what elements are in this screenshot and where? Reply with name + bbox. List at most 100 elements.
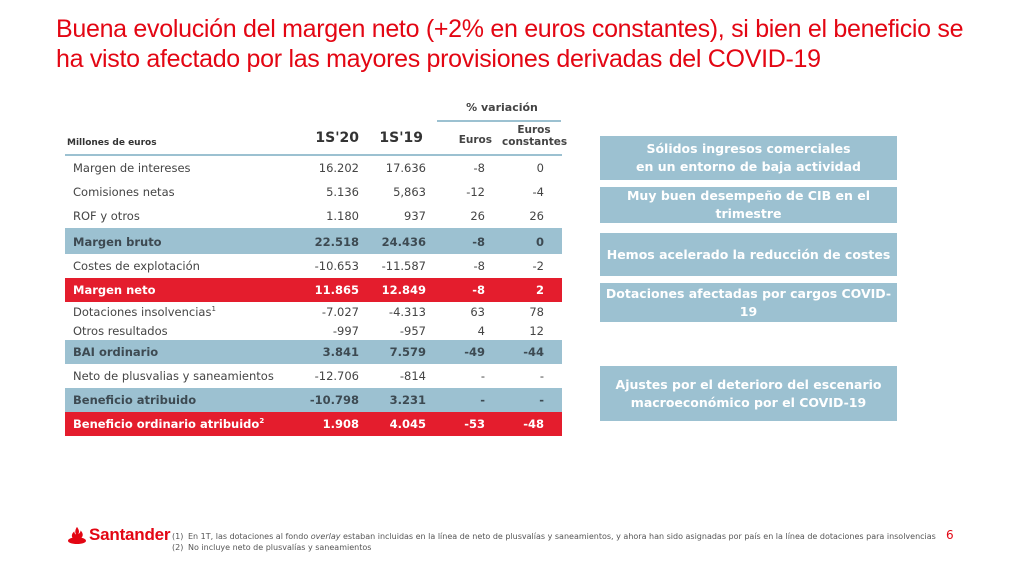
slide-title: Buena evolución del margen neto (+2% en … [56, 14, 996, 74]
footnote-2: (2) No incluye neto de plusvalías y sanea… [172, 542, 936, 553]
footnote-marker: 1 [211, 304, 216, 313]
highlight-text: Hemos acelerado la reducción de costes [607, 246, 891, 264]
value-1s20: -10.798 [310, 393, 359, 407]
row-label: Comisiones netas [73, 185, 175, 199]
variation-euros-constantes-text: 0 [536, 161, 544, 175]
value-1s20: 1.180 [326, 209, 359, 223]
table-header: % variación Millones de euros 1S'20 1S'1… [65, 96, 567, 154]
variation-euros-text: -8 [473, 259, 485, 273]
highlight-text: Ajustes por el deterioro del escenario ma… [616, 376, 882, 412]
row-label-text: Comisiones netas [73, 185, 175, 199]
table-row: Dotaciones insolvencias1 -7.027 -4.313 63 78 [65, 302, 562, 321]
value-1s20: 5.136 [326, 185, 359, 199]
table-body: Margen de intereses 16.202 17.636 -8 0 Comisi… [65, 156, 562, 436]
highlight-line: Muy buen desempeño de CIB en el trimestr… [626, 188, 871, 221]
value-1s20: -997 [333, 324, 359, 338]
column-header-1s19: 1S'19 [379, 130, 423, 146]
value-1s20: -12.706 [315, 369, 359, 383]
value-1s20: 16.202 [319, 161, 359, 175]
variation-euros-constantes: 2 [536, 283, 544, 297]
value-1s20-text: 3.841 [322, 345, 359, 359]
footnote-marker: 2 [259, 417, 265, 426]
row-label: Neto de plusvalias y saneamientos [73, 369, 274, 383]
value-1s19-text: -4.313 [388, 304, 426, 319]
variation-euros: -49 [464, 345, 485, 359]
row-label-text: Margen bruto [73, 235, 162, 249]
variation-euros-text: - [480, 369, 485, 383]
highlight-text: Dotaciones afectadas por cargos COVID-19 [600, 285, 897, 321]
row-label: Costes de explotación [73, 259, 200, 273]
variation-header: % variación [466, 101, 538, 114]
highlight-cib-performance: Muy buen desempeño de CIB en el trimestr… [600, 187, 897, 223]
value-1s20-text: -7.027 [321, 304, 359, 319]
row-label: Beneficio ordinario atribuido2 [73, 417, 264, 431]
row-label: Margen bruto [73, 235, 162, 249]
value-1s19: 17.636 [386, 161, 426, 175]
variation-euros: -53 [464, 417, 485, 431]
row-label-text: ROF y otros [73, 209, 140, 223]
variation-euros: 26 [470, 209, 485, 223]
variation-euros-constantes-text: - [539, 393, 544, 407]
value-1s19-text: -957 [399, 323, 426, 338]
variation-euros-constantes-text: -4 [532, 185, 544, 199]
row-label-text: Margen de intereses [73, 161, 191, 175]
table-row: Margen neto 11.865 12.849 -8 2 [65, 278, 562, 302]
column-header-euros-constantes-line-1: Euros [517, 124, 551, 136]
highlight-macro-adjustments: Ajustes por el deterioro del escenario ma… [600, 366, 897, 421]
table-row: BAI ordinario 3.841 7.579 -49 -44 [65, 340, 562, 364]
row-label-text: Beneficio atribuido [73, 393, 197, 407]
variation-euros: -8 [474, 161, 485, 175]
variation-euros: -8 [472, 283, 485, 297]
value-1s20: 1.908 [323, 417, 359, 431]
row-label: Beneficio atribuido [73, 393, 196, 407]
footnote-text: En 1T, las dotaciones al fondo [188, 532, 311, 541]
column-header-euros-constantes-line-2: constantes [502, 136, 568, 148]
value-1s20-text: -997 [332, 323, 359, 338]
highlight-line: macroeconómico por el COVID-19 [630, 394, 867, 410]
highlight-solid-revenues: Sólidos ingresos comerciales en un entorn… [600, 136, 897, 180]
row-label: Dotaciones insolvencias1 [73, 305, 216, 319]
value-1s20-text: 11.865 [314, 283, 359, 297]
variation-euros-text: -53 [464, 417, 485, 431]
variation-euros-text: 63 [470, 304, 485, 319]
row-label-text: Otros resultados [73, 323, 168, 338]
row-label: Margen de intereses [73, 161, 191, 175]
variation-euros-constantes-text: 26 [529, 209, 544, 223]
page-number: 6 [946, 528, 954, 542]
value-1s20-text: -12.706 [314, 369, 359, 383]
row-label-text: Beneficio ordinario atribuido [73, 417, 260, 431]
highlight-line: en un entorno de baja actividad [636, 159, 861, 174]
unit-label: Millones de euros [67, 138, 157, 148]
value-1s19: 24.436 [382, 235, 426, 249]
variation-euros: -8 [472, 235, 485, 249]
value-1s20: 11.865 [315, 283, 359, 297]
variation-euros-constantes: - [539, 393, 544, 407]
variation-euros-text: -8 [473, 161, 485, 175]
column-header-euros-constantes: Euros constantes [502, 124, 568, 148]
variation-euros-constantes: -48 [523, 417, 544, 431]
table-row: Margen de intereses 16.202 17.636 -8 0 [65, 156, 562, 180]
row-label-text: Neto de plusvalias y saneamientos [73, 369, 274, 383]
table-row: ROF y otros 1.180 937 26 26 [65, 204, 562, 230]
footnote-number: (2) [172, 543, 184, 552]
variation-euros-text: -49 [464, 345, 485, 359]
table-row: Costes de explotación -10.653 -11.587 -8 -2 [65, 254, 562, 278]
row-label-text: Margen neto [73, 283, 156, 297]
brand-name: Santander [89, 525, 171, 544]
footnote-text: No incluye neto de plusvalías y saneamie… [188, 543, 372, 552]
row-label: ROF y otros [73, 209, 140, 223]
variation-euros-text: 4 [477, 323, 485, 338]
variation-euros-constantes-text: 12 [529, 323, 544, 338]
variation-euros-constantes-text: -48 [523, 417, 544, 431]
value-1s19: 4.045 [390, 417, 426, 431]
highlight-line: Sólidos ingresos comerciales [646, 141, 851, 156]
variation-euros: - [481, 369, 485, 383]
slide-title-line-2: ha visto afectado por las mayores provis… [56, 45, 821, 73]
row-label: Otros resultados [73, 324, 168, 338]
value-1s20-text: 1.908 [322, 417, 359, 431]
variation-euros-constantes: - [540, 369, 544, 383]
value-1s19-text: -814 [399, 369, 426, 383]
value-1s19: 937 [404, 209, 426, 223]
value-1s19-text: 5,863 [393, 185, 426, 199]
footnote-1: (1) En 1T, las dotaciones al fondo overla… [172, 531, 936, 542]
